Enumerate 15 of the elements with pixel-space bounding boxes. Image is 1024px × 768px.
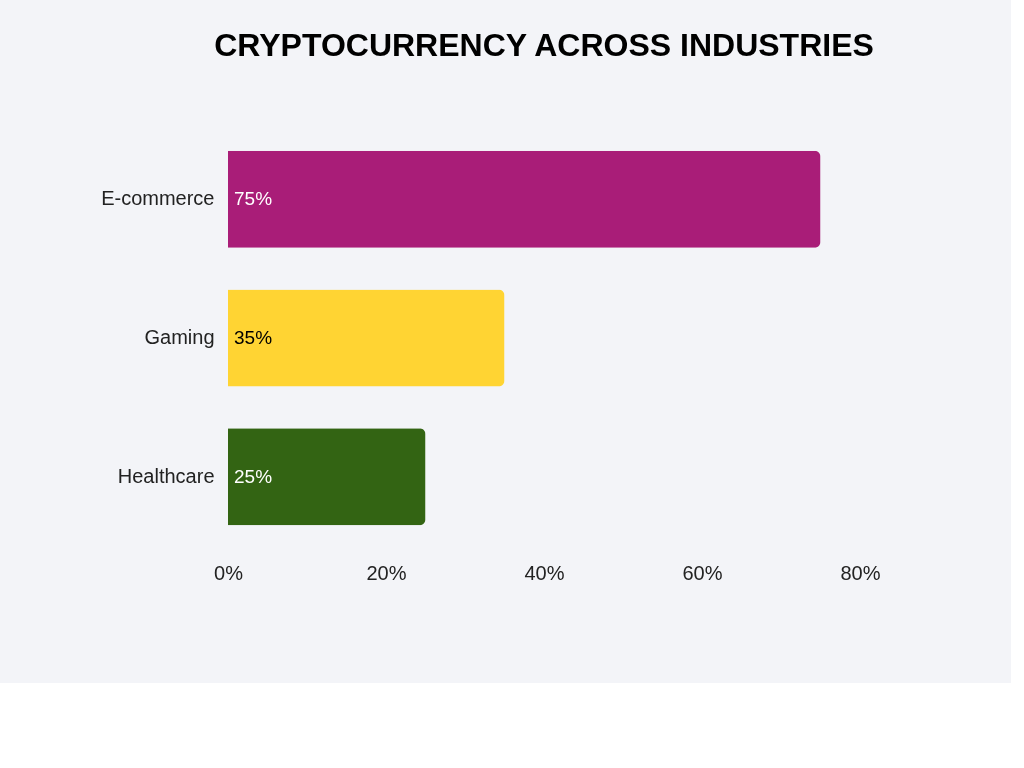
bar [228, 150, 821, 248]
data-label: 25% [234, 465, 273, 487]
bar [228, 289, 505, 387]
x-tick-label: 20% [366, 561, 407, 584]
bar [228, 428, 426, 526]
data-label: 35% [234, 327, 273, 348]
chart-title: CRYPTOCURRENCY ACROSS INDUSTRIES [214, 27, 874, 63]
y-tick-label: Gaming [144, 326, 215, 348]
x-tick-label: 0% [214, 561, 244, 584]
y-tick-label: Healthcare [117, 464, 215, 487]
x-tick-label: 40% [524, 561, 565, 584]
data-label: 75% [234, 188, 273, 210]
y-tick-label: E-commerce [101, 187, 215, 210]
x-tick-label: 80% [840, 561, 881, 584]
x-tick-label: 60% [682, 561, 723, 584]
